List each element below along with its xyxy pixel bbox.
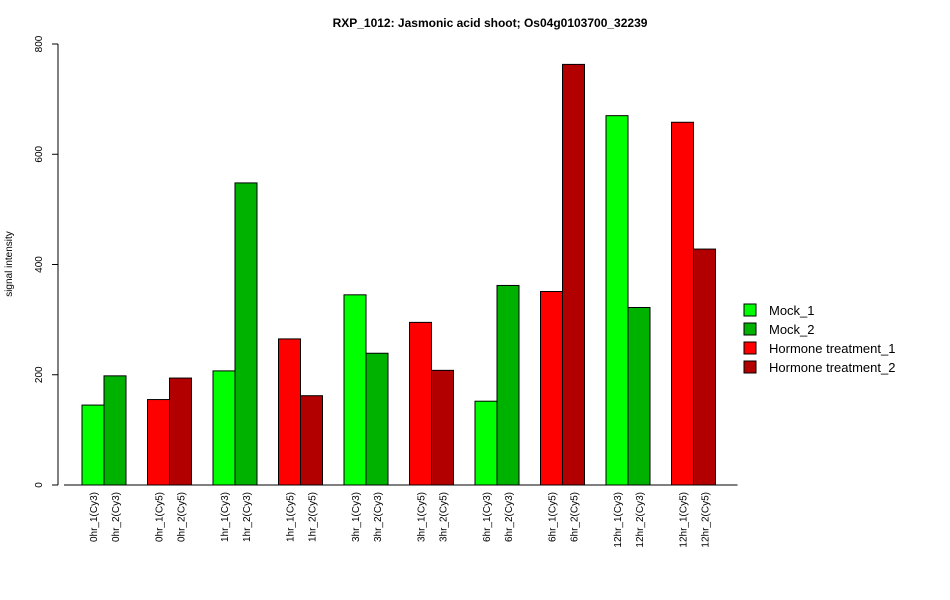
x-tick-label: 1hr_2(Cy5) (308, 492, 319, 542)
x-tick-label: 12hr_1(Cy5) (679, 492, 690, 548)
x-tick-label: 3hr_2(Cy5) (439, 492, 450, 542)
x-tick-label: 0hr_2(Cy5) (177, 492, 188, 542)
bar (147, 399, 170, 486)
y-axis: 0 200 400 600 800 (34, 35, 59, 488)
bar (474, 400, 498, 486)
bar (212, 370, 236, 486)
x-tick-label: 3hr_1(Cy5) (417, 492, 428, 542)
y-tick-label: 800 (34, 35, 45, 52)
x-tick-label: 6hr_1(Cy3) (482, 492, 493, 542)
x-tick-label: 6hr_2(Cy5) (570, 492, 581, 542)
x-tick-label: 3hr_1(Cy3) (351, 492, 362, 542)
bar (605, 115, 629, 486)
bar (540, 291, 563, 486)
bar (169, 377, 192, 486)
legend-label: Mock_1 (769, 303, 815, 318)
x-tick-label: 1hr_1(Cy5) (286, 492, 297, 542)
legend-label: Mock_2 (769, 322, 815, 337)
legend-label: Hormone treatment_2 (769, 360, 895, 375)
chart-title: RXP_1012: Jasmonic acid shoot; Os04g0103… (333, 16, 648, 30)
legend: Mock_1 Mock_2 Hormone treatment_1 Hormone t… (743, 303, 895, 375)
x-tick-label: 12hr_1(Cy3) (613, 492, 624, 548)
x-tick-label: 0hr_2(Cy3) (111, 492, 122, 542)
x-tick-label: 12hr_2(Cy3) (635, 492, 646, 548)
x-tick-label: 12hr_2(Cy5) (701, 492, 712, 548)
bar (300, 395, 323, 486)
x-tick-label: 3hr_2(Cy3) (373, 492, 384, 542)
legend-swatch (743, 341, 757, 355)
bar (671, 121, 694, 486)
bar (365, 352, 389, 486)
x-tick-label: 1hr_1(Cy3) (220, 492, 231, 542)
x-tick-label: 6hr_2(Cy3) (504, 492, 515, 542)
x-tick-label: 1hr_2(Cy3) (242, 492, 253, 542)
y-tick-label: 400 (34, 256, 45, 273)
x-tick-label: 0hr_1(Cy3) (89, 492, 100, 542)
x-tick-label: 6hr_1(Cy5) (548, 492, 559, 542)
bar (278, 338, 301, 486)
bar (693, 248, 716, 486)
bar (562, 63, 585, 486)
bar (234, 182, 258, 486)
bar (343, 294, 367, 486)
bar (431, 369, 454, 486)
y-tick-label: 600 (34, 145, 45, 162)
bar (627, 306, 651, 486)
bar (81, 404, 105, 486)
x-tick-labels: 0hr_1(Cy3) 0hr_2(Cy3) 0hr_1(Cy5) 0hr_2(Cy5)… (89, 492, 712, 548)
y-tick-label: 0 (34, 482, 45, 488)
bar (496, 284, 520, 486)
legend-label: Hormone treatment_1 (769, 341, 895, 356)
y-axis-label: signal intensity (4, 231, 15, 297)
y-tick-label: 200 (34, 366, 45, 383)
bar (103, 375, 127, 486)
x-tick-label: 0hr_1(Cy5) (155, 492, 166, 542)
legend-swatch (743, 322, 757, 336)
bar (409, 321, 432, 486)
legend-swatch (743, 360, 757, 374)
bars-group (81, 63, 716, 486)
legend-swatch (743, 303, 757, 317)
